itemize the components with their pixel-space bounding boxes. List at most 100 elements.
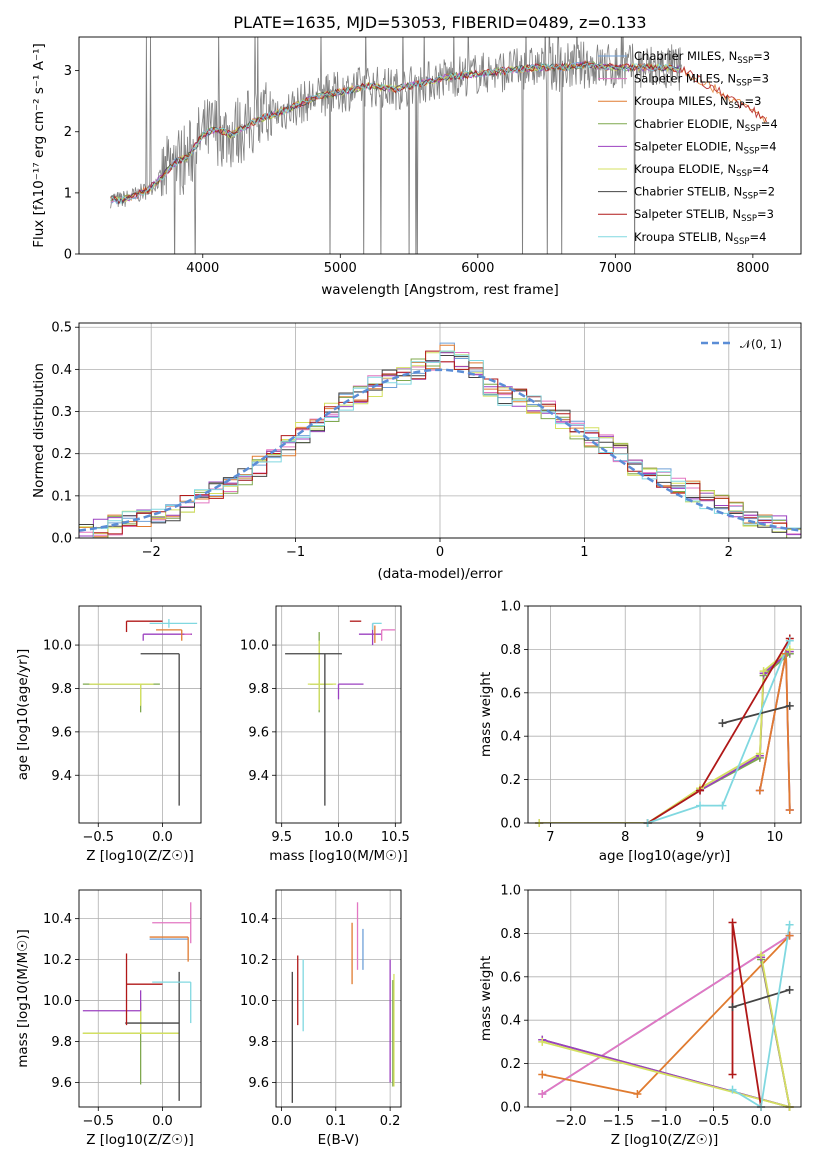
panel-mass_vs_ebv: 0.0 0.1 0.2 9.6 9.8 10.0 10.2 10.4 E(B-V): [240, 889, 402, 1148]
plot-area: [82, 902, 192, 1101]
x-tick-label: 2: [725, 545, 733, 560]
weight-marker: [696, 801, 705, 810]
weight-line: [647, 640, 791, 823]
y-tick-label: 0.2: [51, 447, 72, 462]
plot-area: [291, 902, 395, 1103]
panel-mass_weight_vs_age: 7 8 9 10 0.0 0.2 0.4 0.6 0.8 1.0 age [log10(age/yr…: [478, 600, 802, 864]
axes-frame: [78, 889, 202, 1108]
y-tick-label: 0.8: [500, 643, 521, 658]
y-tick-label: 10.0: [43, 994, 72, 1009]
x-tick-label: 9: [696, 830, 704, 845]
y-tick-label: 1.0: [500, 884, 521, 899]
x-axis-label: wavelength [Angstrom, rest frame]: [321, 282, 559, 298]
y-tick-label: 0.2: [500, 1057, 521, 1072]
y-axis-label: age [log10(age/yr)]: [15, 649, 31, 781]
weight-marker: [538, 1070, 547, 1079]
y-axis-label: mass [log10(M/M☉)]: [15, 929, 31, 1068]
legend-entry: Kroupa STELIB, NSSP=4: [634, 230, 766, 247]
y-tick-label: 0.1: [51, 489, 72, 504]
model-line: [110, 61, 681, 205]
legend-entry: Salpeter MILES, NSSP=3: [634, 72, 769, 89]
x-tick-label: 7000: [599, 261, 632, 276]
panel-age_vs_Z: −0.5 0.0 9.4 9.6 9.8 10.0 Z [log10(Z/Z☉)] age […: [15, 605, 202, 864]
weight-marker: [785, 985, 794, 994]
x-tick-label: 6000: [461, 261, 494, 276]
y-axis-label: Normed distribution: [31, 363, 47, 498]
panel-spectrum: 4000 5000 6000 7000 8000 0 1 2 3 Chabrier MILES, …: [31, 36, 802, 298]
weight-line: [732, 988, 790, 1009]
weight-marker: [728, 918, 737, 927]
axes-frame: [275, 889, 402, 1108]
y-tick-label: 10.0: [43, 639, 72, 654]
weight-marker: [785, 701, 794, 710]
x-tick-label: 0.0: [152, 830, 173, 845]
weight-marker: [728, 1070, 737, 1079]
weight-marker: [755, 749, 764, 758]
x-tick-label: −0.5: [82, 830, 114, 845]
weight-marker: [538, 1089, 547, 1098]
y-tick-label: 9.8: [51, 1035, 72, 1050]
x-tick-label: −0.5: [698, 1114, 730, 1129]
y-tick-label: 0.4: [51, 363, 72, 378]
y-tick-label: 0.6: [500, 686, 521, 701]
y-tick-label: 9.6: [51, 725, 72, 740]
x-axis-label: Z [log10(Z/Z☉)]: [86, 1132, 194, 1148]
spectrum-data-line: [110, 37, 682, 254]
weight-line: [722, 704, 791, 725]
weight-marker: [785, 920, 794, 929]
weight-marker: [728, 1085, 737, 1094]
axes-frame: [527, 889, 802, 1108]
legend-entry: Salpeter STELIB, NSSP=3: [634, 207, 774, 224]
weight-marker: [728, 1003, 737, 1012]
weight-line: [539, 650, 791, 823]
x-axis-label: E(B-V): [318, 1132, 360, 1148]
y-tick-label: 9.6: [248, 725, 269, 740]
weight-marker: [785, 636, 794, 645]
y-tick-label: 9.4: [51, 769, 72, 784]
y-axis-label: mass weight: [478, 672, 494, 757]
plot-area: [79, 342, 801, 538]
x-tick-label: 8: [621, 830, 629, 845]
x-tick-label: 7: [546, 830, 554, 845]
x-axis-label: Z [log10(Z/Z☉)]: [611, 1132, 719, 1148]
x-tick-label: 5000: [324, 261, 357, 276]
weight-marker: [538, 1037, 547, 1046]
weight-marker: [785, 805, 794, 814]
x-tick-label: 1: [580, 545, 588, 560]
legend-entry: Chabrier STELIB, NSSP=2: [634, 185, 775, 202]
y-tick-label: 0.5: [51, 321, 72, 336]
panel-mass_vs_Z: −0.5 0.0 9.6 9.8 10.0 10.2 10.4 Z [log10(Z/Z☉)]…: [15, 889, 202, 1148]
plot-area: [285, 620, 396, 806]
legend-entry: 𝒩(0, 1): [740, 337, 782, 351]
y-tick-label: 9.8: [248, 682, 269, 697]
y-tick-label: 0.2: [500, 773, 521, 788]
y-tick-label: 10.4: [240, 912, 269, 927]
x-axis-label: mass [log10(M/M☉)]: [269, 848, 408, 864]
x-tick-label: −0.5: [82, 1114, 114, 1129]
x-tick-label: 10.5: [381, 830, 410, 845]
x-axis-label: (data-model)/error: [377, 566, 503, 582]
y-tick-label: 0.4: [500, 730, 521, 745]
weight-marker: [718, 719, 727, 728]
x-tick-label: −2.0: [555, 1114, 587, 1129]
y-tick-label: 3: [64, 64, 72, 79]
weight-marker: [785, 931, 794, 940]
weight-line: [539, 653, 791, 823]
legend-entry: Salpeter ELODIE, NSSP=4: [634, 139, 777, 156]
x-axis-label: age [log10(age/yr)]: [599, 848, 731, 864]
panel-mass_weight_vs_Z: −2.0 −1.5 −1.0 −0.5 0.0 0.0 0.2 0.4 0.6 0.8 1.0 Z […: [478, 884, 802, 1148]
gaussian-reference: [79, 368, 801, 532]
y-tick-label: 10.0: [240, 639, 269, 654]
weight-line: [732, 924, 791, 1107]
y-tick-label: 9.6: [51, 1076, 72, 1091]
y-axis-label: Flux [fλ10⁻¹⁷ erg cm⁻² s⁻¹ A⁻¹]: [31, 43, 47, 248]
y-tick-label: 0.0: [500, 1101, 521, 1116]
panel-residuals: −2 −1 0 1 2 0.0 0.1 0.2 0.3 0.4 0.5 𝒩(0, 1) (data-mo…: [31, 321, 802, 582]
y-tick-label: 9.4: [248, 769, 269, 784]
y-axis-label: mass weight: [478, 956, 494, 1041]
x-axis-label: Z [log10(Z/Z☉)]: [86, 848, 194, 864]
weight-line: [542, 954, 791, 1107]
y-tick-label: 0: [64, 248, 72, 263]
legend-entry: Chabrier ELODIE, NSSP=4: [634, 117, 778, 134]
